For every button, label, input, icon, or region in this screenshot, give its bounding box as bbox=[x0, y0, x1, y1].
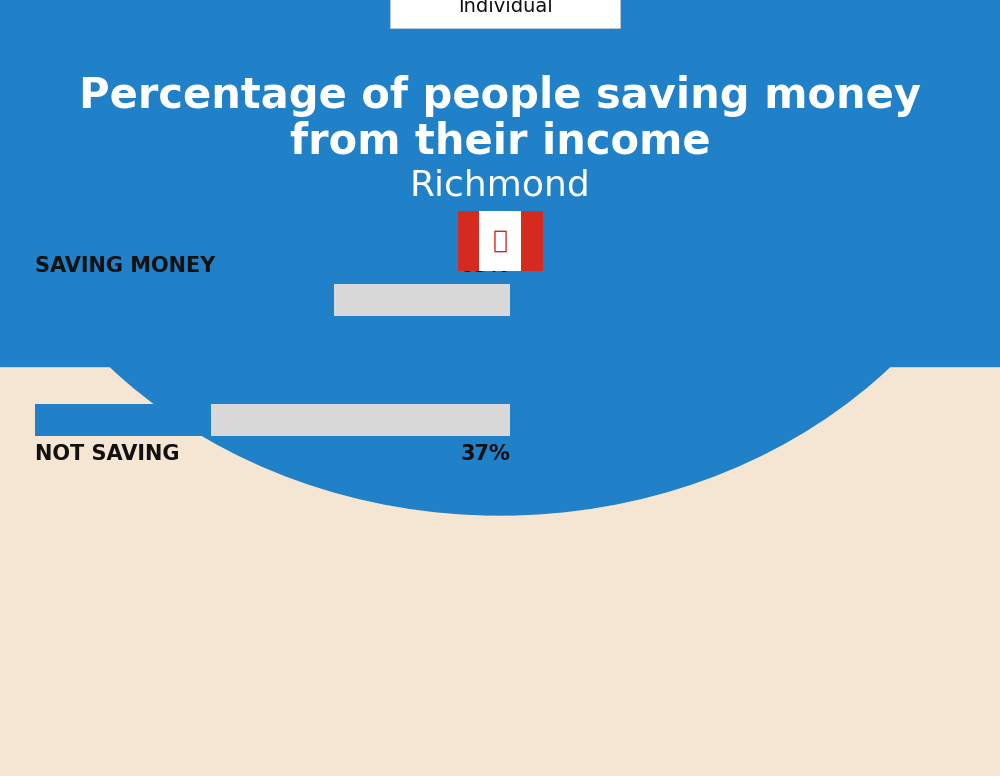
Bar bbox=[0, 0, 1000, 366]
Text: from their income: from their income bbox=[290, 120, 710, 162]
Bar bbox=[35, 404, 211, 436]
Ellipse shape bbox=[0, 0, 1000, 515]
Bar bbox=[35, 284, 510, 316]
Text: 37%: 37% bbox=[460, 444, 510, 464]
Text: NOT SAVING: NOT SAVING bbox=[35, 444, 180, 464]
Bar bbox=[521, 211, 542, 271]
Bar bbox=[35, 404, 510, 436]
Bar bbox=[35, 284, 334, 316]
Text: Percentage of people saving money: Percentage of people saving money bbox=[79, 75, 921, 117]
Text: 🍁: 🍁 bbox=[492, 229, 508, 253]
Text: Richmond: Richmond bbox=[410, 169, 590, 203]
Text: 63%: 63% bbox=[460, 256, 510, 276]
Text: SAVING MONEY: SAVING MONEY bbox=[35, 256, 215, 276]
Bar bbox=[458, 211, 479, 271]
Text: Individual: Individual bbox=[458, 0, 552, 16]
Bar bbox=[458, 211, 542, 271]
FancyBboxPatch shape bbox=[390, 0, 620, 28]
